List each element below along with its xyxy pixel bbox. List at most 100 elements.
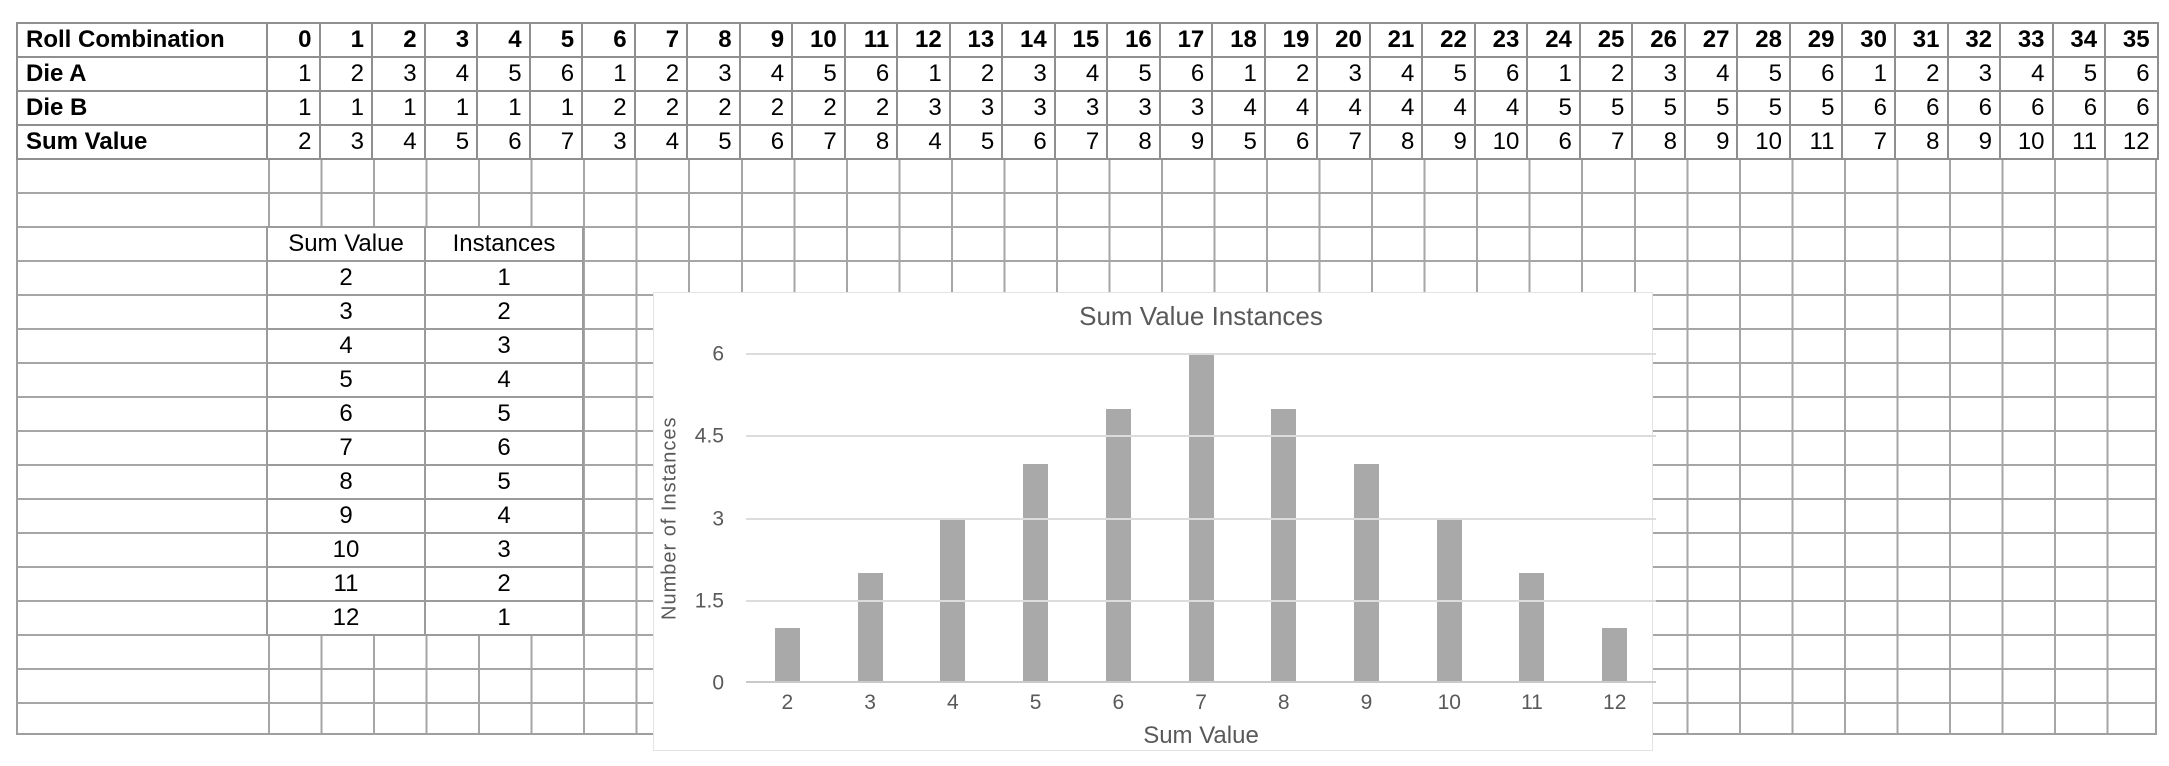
roll-table-header-cell[interactable]: 1: [320, 24, 374, 58]
roll-table-cell[interactable]: 1: [320, 92, 374, 126]
roll-table-cell[interactable]: 7: [1055, 126, 1109, 160]
roll-table-header-cell[interactable]: 18: [1213, 24, 1266, 58]
roll-table-cell[interactable]: 4: [2001, 58, 2054, 92]
roll-table-header-cell[interactable]: 20: [1318, 24, 1371, 58]
roll-table-cell[interactable]: 4: [1318, 92, 1371, 126]
roll-table-cell[interactable]: 5: [425, 126, 479, 160]
roll-table-header-cell[interactable]: 33: [2001, 24, 2054, 58]
roll-table-cell[interactable]: 11: [1790, 126, 1844, 160]
roll-table-cell[interactable]: 2: [1895, 58, 1949, 92]
freq-table-sum-cell[interactable]: 3: [268, 296, 426, 330]
freq-table-sum-cell[interactable]: 8: [268, 466, 426, 500]
roll-table-cell[interactable]: 6: [1528, 126, 1581, 160]
roll-table-cell[interactable]: 5: [1738, 92, 1791, 126]
roll-table-header-cell[interactable]: 35: [2106, 24, 2159, 58]
roll-table-header-cell[interactable]: 3: [425, 24, 479, 58]
roll-table-cell[interactable]: 7: [1843, 126, 1896, 160]
freq-table-header-cell[interactable]: Sum Value: [268, 228, 426, 262]
roll-table-cell[interactable]: 8: [1633, 126, 1686, 160]
roll-table-cell[interactable]: 10: [1738, 126, 1791, 160]
roll-table-cell[interactable]: 3: [1318, 58, 1371, 92]
roll-table-cell[interactable]: 1: [1528, 58, 1581, 92]
roll-table-header-cell[interactable]: 32: [1948, 24, 2002, 58]
freq-table-instances-cell[interactable]: 2: [426, 296, 584, 330]
roll-table-cell[interactable]: 6: [1475, 58, 1529, 92]
roll-table-cell[interactable]: 1: [1843, 58, 1896, 92]
bar-sum-9[interactable]: [1354, 463, 1379, 683]
roll-table-header-cell[interactable]: 10: [793, 24, 846, 58]
roll-table-cell[interactable]: 9: [1423, 126, 1476, 160]
roll-table-header-cell[interactable]: 5: [530, 24, 584, 58]
roll-table-cell[interactable]: 2: [320, 58, 374, 92]
roll-table-cell[interactable]: 4: [1370, 92, 1424, 126]
roll-table-cell[interactable]: 10: [1475, 126, 1529, 160]
roll-table-header-cell[interactable]: 30: [1843, 24, 1896, 58]
roll-table-cell[interactable]: 1: [898, 58, 951, 92]
freq-table-sum-cell[interactable]: 2: [268, 262, 426, 296]
roll-table-header-cell[interactable]: 15: [1055, 24, 1109, 58]
roll-table-cell[interactable]: 4: [1475, 92, 1529, 126]
roll-table-header-cell[interactable]: 17: [1160, 24, 1214, 58]
roll-table-header-cell[interactable]: 21: [1370, 24, 1424, 58]
roll-table-header-cell[interactable]: 14: [1003, 24, 1056, 58]
roll-combination-table[interactable]: Roll Combination 0 1 2 3 4 5 6 7 8 9 10 11 12 13 14 15 16…: [16, 22, 2159, 160]
roll-table-header-cell[interactable]: 4: [478, 24, 531, 58]
roll-table-cell[interactable]: 4: [898, 126, 951, 160]
roll-table-cell[interactable]: 4: [1055, 58, 1109, 92]
roll-table-cell[interactable]: 5: [1738, 58, 1791, 92]
roll-table-cell[interactable]: 7: [1318, 126, 1371, 160]
roll-table-cell[interactable]: 5: [793, 58, 846, 92]
roll-table-cell[interactable]: 2: [635, 92, 689, 126]
roll-table-cell[interactable]: 5: [2053, 58, 2107, 92]
freq-table-sum-cell[interactable]: 11: [268, 568, 426, 602]
sum-frequency-table[interactable]: Sum Value Instances 2 1 3 2 4 3 5 4 6 5 7 6 8 5 9 4 10 3 11 2…: [266, 226, 584, 636]
freq-table-instances-cell[interactable]: 4: [426, 500, 584, 534]
bar-sum-6[interactable]: [1105, 408, 1131, 683]
bar-sum-11[interactable]: [1519, 573, 1545, 683]
roll-table-cell[interactable]: 5: [1685, 92, 1739, 126]
freq-table-instances-cell[interactable]: 3: [426, 534, 584, 568]
roll-table-cell[interactable]: 5: [1790, 92, 1844, 126]
roll-table-row-label[interactable]: Sum Value: [18, 126, 268, 160]
roll-table-header-cell[interactable]: 16: [1108, 24, 1161, 58]
roll-table-cell[interactable]: 3: [898, 92, 951, 126]
roll-table-cell[interactable]: 6: [2106, 92, 2159, 126]
roll-table-cell[interactable]: 8: [1895, 126, 1949, 160]
bar-sum-3[interactable]: [857, 573, 883, 683]
freq-table-sum-cell[interactable]: 7: [268, 432, 426, 466]
roll-table-header-cell[interactable]: 27: [1685, 24, 1739, 58]
roll-table-header-cell[interactable]: 34: [2053, 24, 2107, 58]
roll-table-cell[interactable]: 9: [1948, 126, 2002, 160]
roll-table-cell[interactable]: 2: [268, 126, 321, 160]
roll-table-header-cell[interactable]: 23: [1475, 24, 1529, 58]
roll-table-cell[interactable]: 4: [1685, 58, 1739, 92]
roll-table-cell[interactable]: 11: [2053, 126, 2107, 160]
roll-table-header-cell[interactable]: 28: [1738, 24, 1791, 58]
roll-table-cell[interactable]: 1: [425, 92, 479, 126]
roll-table-cell[interactable]: 5: [1528, 92, 1581, 126]
roll-table-cell[interactable]: 6: [2001, 92, 2054, 126]
roll-table-header-cell[interactable]: 11: [845, 24, 899, 58]
roll-table-cell[interactable]: 6: [2053, 92, 2107, 126]
roll-table-cell[interactable]: 4: [373, 126, 426, 160]
roll-table-cell[interactable]: 10: [2001, 126, 2054, 160]
roll-table-cell[interactable]: 9: [1160, 126, 1214, 160]
roll-table-header-cell[interactable]: 8: [688, 24, 741, 58]
roll-table-header-cell[interactable]: 26: [1633, 24, 1686, 58]
roll-table-cell[interactable]: 6: [530, 58, 584, 92]
roll-table-header-cell[interactable]: 9: [740, 24, 794, 58]
freq-table-sum-cell[interactable]: 4: [268, 330, 426, 364]
roll-table-cell[interactable]: 2: [950, 58, 1004, 92]
roll-table-header-cell[interactable]: 0: [268, 24, 321, 58]
freq-table-sum-cell[interactable]: 9: [268, 500, 426, 534]
roll-table-cell[interactable]: 1: [478, 92, 531, 126]
freq-table-sum-cell[interactable]: 12: [268, 602, 426, 636]
roll-table-cell[interactable]: 8: [845, 126, 899, 160]
roll-table-cell[interactable]: 3: [320, 126, 374, 160]
roll-table-header-cell[interactable]: 31: [1895, 24, 1949, 58]
roll-table-cell[interactable]: 3: [1160, 92, 1214, 126]
roll-table-cell[interactable]: 3: [1003, 92, 1056, 126]
roll-table-cell[interactable]: 5: [478, 58, 531, 92]
roll-table-cell[interactable]: 8: [1370, 126, 1424, 160]
roll-table-cell[interactable]: 5: [688, 126, 741, 160]
